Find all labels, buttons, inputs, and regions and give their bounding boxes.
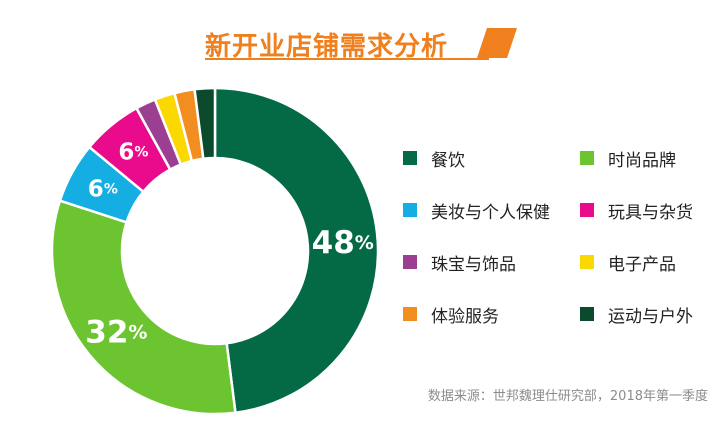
legend-label: 珠宝与饰品 — [431, 254, 516, 275]
chart-title-bar: 新开业店铺需求分析 — [205, 20, 517, 64]
donut-chart: 48% 32% 6%6% — [50, 86, 380, 416]
legend-label: 玩具与杂货 — [608, 202, 693, 223]
legend-item-4: 玩具与杂货 — [580, 198, 693, 223]
legend-label: 时尚品牌 — [608, 150, 676, 171]
legend-label: 美妆与个人保健 — [431, 202, 550, 223]
chart-legend: 餐饮 时尚品牌美妆与个人保健 玩具与杂货珠宝与饰品 电子产品体验服务 运动与户外 — [403, 146, 703, 346]
slice-2 — [50, 199, 237, 416]
slice-1 — [213, 86, 380, 415]
legend-label: 运动与户外 — [608, 306, 693, 327]
chart-title: 新开业店铺需求分析 — [205, 32, 449, 62]
data-label-3: 6% — [88, 176, 118, 202]
legend-swatch — [580, 255, 594, 269]
data-label-1: 48% — [312, 225, 374, 261]
legend-swatch — [403, 151, 417, 165]
legend-item-6: 电子产品 — [580, 250, 676, 275]
legend-item-5: 珠宝与饰品 — [403, 250, 516, 275]
legend-swatch — [580, 151, 594, 165]
legend-item-3: 美妆与个人保健 — [403, 198, 550, 223]
legend-item-2: 时尚品牌 — [580, 146, 676, 171]
legend-swatch — [580, 203, 594, 217]
legend-label: 体验服务 — [431, 306, 499, 327]
legend-label: 电子产品 — [608, 254, 676, 275]
title-underline — [205, 58, 489, 60]
legend-item-7: 体验服务 — [403, 302, 499, 327]
data-label-4: 6% — [118, 139, 148, 165]
source-note: 数据来源：世邦魏理仕研究部，2018年第一季度 — [427, 389, 708, 404]
legend-item-8: 运动与户外 — [580, 302, 693, 327]
legend-swatch — [403, 307, 417, 321]
title-flag-icon — [477, 28, 517, 58]
data-label-2: 32% — [85, 315, 147, 351]
legend-swatch — [403, 203, 417, 217]
legend-item-1: 餐饮 — [403, 146, 465, 171]
legend-swatch — [580, 307, 594, 321]
slice-8 — [193, 86, 217, 161]
legend-label: 餐饮 — [431, 150, 465, 171]
legend-swatch — [403, 255, 417, 269]
